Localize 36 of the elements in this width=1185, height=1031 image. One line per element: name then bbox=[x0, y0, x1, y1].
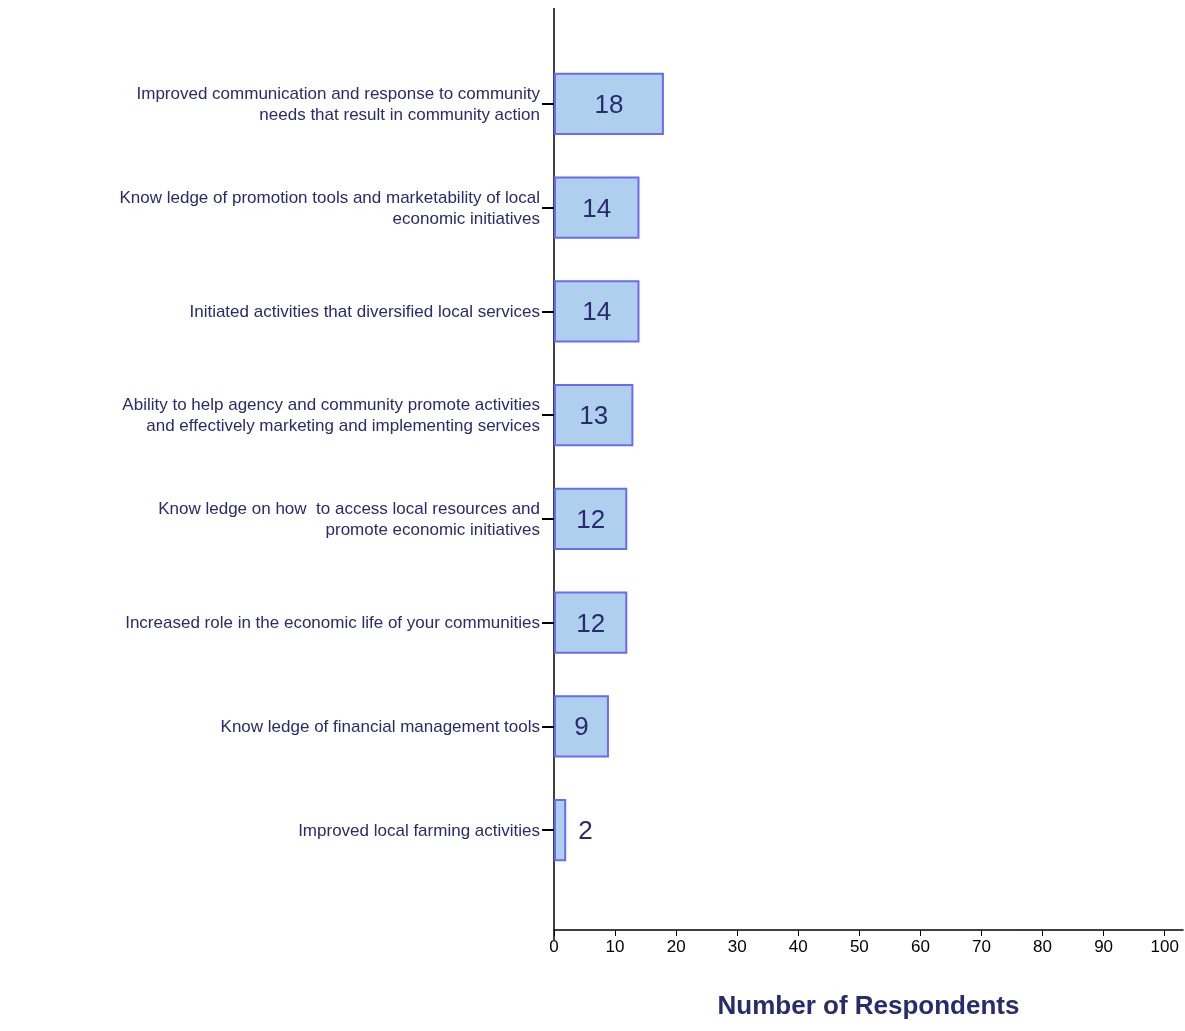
x-tick-label: 50 bbox=[849, 937, 869, 956]
bar bbox=[554, 384, 634, 447]
y-tick-label: Ability to help agency and community promote activities and effectively marketing and implementing services bbox=[122, 395, 540, 436]
data-label: 18 bbox=[594, 88, 624, 119]
data-label: 13 bbox=[579, 400, 609, 431]
x-tick-label: 70 bbox=[972, 937, 991, 956]
x-tick-label: 0 bbox=[549, 937, 559, 956]
x-tick-label: 100 bbox=[1150, 937, 1179, 956]
data-label: 14 bbox=[582, 192, 612, 223]
y-tick-label: Initiated activities that diversified local services bbox=[189, 301, 540, 321]
x-tick-label: 90 bbox=[1094, 937, 1114, 956]
y-tick-label: Improved communication and response to community needs that result in community action bbox=[136, 83, 541, 124]
y-tick-label: Improved local farming activities bbox=[298, 820, 540, 840]
x-tick-label: 10 bbox=[605, 937, 625, 956]
y-tick-label: Know ledge on how to access local resources and promote economic initiatives bbox=[158, 498, 540, 539]
data-label: 9 bbox=[574, 711, 589, 742]
data-label: 12 bbox=[576, 503, 606, 534]
x-tick-label: 80 bbox=[1033, 937, 1052, 956]
bar bbox=[554, 695, 609, 758]
data-label: 2 bbox=[578, 815, 593, 846]
y-tick-label: Know ledge of promotion tools and marketability of local economic initiatives bbox=[119, 187, 540, 228]
bar bbox=[554, 591, 628, 654]
y-tick-label: Increased role in the economic life of your communities bbox=[125, 613, 540, 633]
x-tick-label: 60 bbox=[910, 937, 930, 956]
x-axis-title: Number of Respondents bbox=[717, 990, 1020, 1020]
data-label: 12 bbox=[576, 607, 606, 638]
bar bbox=[554, 280, 640, 343]
bar bbox=[554, 176, 640, 239]
x-tick-label: 30 bbox=[727, 937, 747, 956]
y-tick-label: Know ledge of financial management tools bbox=[220, 716, 540, 736]
data-label: 14 bbox=[582, 296, 612, 327]
bar bbox=[554, 487, 628, 550]
bar bbox=[554, 799, 567, 862]
x-tick-label: 40 bbox=[788, 937, 808, 956]
bar bbox=[554, 72, 664, 135]
x-tick-label: 20 bbox=[666, 937, 686, 956]
